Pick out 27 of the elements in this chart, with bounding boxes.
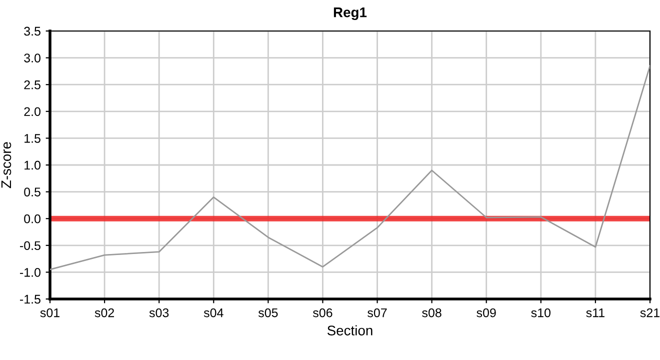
line-series (50, 65, 650, 270)
y-tick-label: 3.0 (24, 54, 40, 62)
y-tick-label: 1.0 (24, 160, 40, 170)
y-tick-label: 1.5 (24, 134, 40, 143)
x-tick-label: s03 (149, 308, 169, 318)
x-tick-label: s10 (531, 308, 550, 318)
y-tick-label: -1.0 (20, 268, 40, 277)
y-tick-label: 0.0 (24, 214, 40, 224)
x-tick-label: s01 (40, 308, 60, 318)
x-tick-label: s21 (640, 308, 660, 318)
x-tick-label: s04 (204, 308, 224, 318)
x-tick-label: s08 (422, 308, 442, 318)
x-tick-label: s02 (94, 308, 114, 318)
y-tick-label: -1.5 (20, 294, 40, 304)
y-tick-label: 3.5 (24, 26, 40, 36)
y-tick-label: 2.0 (24, 107, 40, 116)
y-tick-label: -0.5 (20, 241, 40, 250)
chart-title: Reg1 (334, 8, 367, 20)
x-tick-label: s05 (258, 308, 278, 318)
y-tick-label: 0.5 (24, 188, 40, 196)
x-tick-label: s06 (313, 308, 332, 318)
y-axis-title: Z-score (1, 142, 12, 188)
x-tick-label: s07 (368, 308, 387, 318)
y-tick-label: 2.5 (24, 80, 40, 90)
x-tick-label: s11 (586, 308, 604, 318)
x-tick-label: s09 (476, 308, 496, 318)
x-axis-title: Section (327, 325, 372, 336)
